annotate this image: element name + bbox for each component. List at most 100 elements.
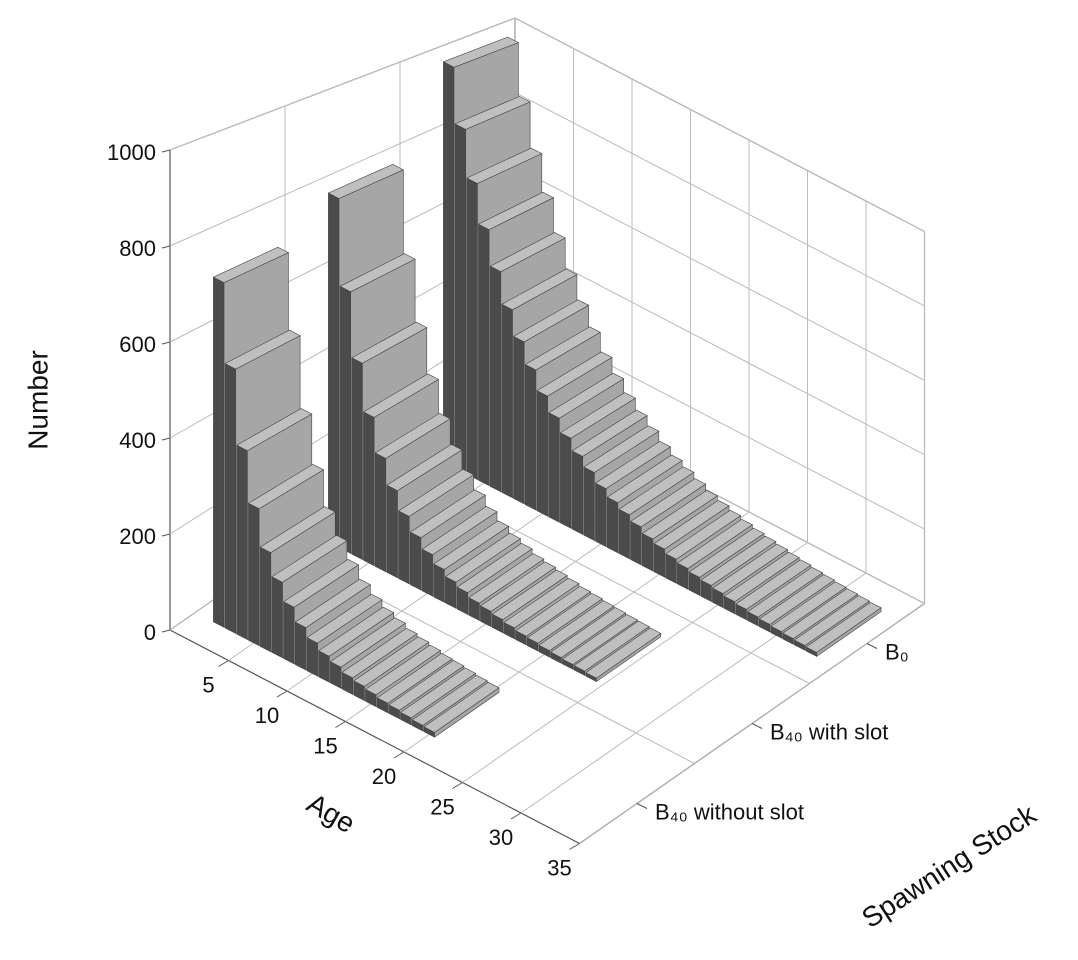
x-tick-label: 15 [313,733,337,758]
series-label: B₀ [885,639,909,664]
bar-side [606,496,619,554]
bar-top [735,559,812,610]
bar-top [341,627,418,679]
x-tick-label: 10 [255,703,279,728]
bar-top [386,444,463,491]
bar-top [477,191,555,230]
bar-side [489,265,502,493]
bar-side [478,223,490,487]
bar-top [538,600,615,651]
bar-top [594,440,672,489]
bar-top [583,425,660,473]
y-tick-label: 0 [144,620,156,645]
tick-mark [276,690,288,698]
bar-side [536,390,548,517]
bar-side [513,335,525,505]
x-tick-label: 25 [430,794,454,819]
y-tick-label: 600 [119,332,156,357]
bar-top [501,268,578,311]
bar-top [421,505,498,556]
bar-top [212,246,290,284]
bar-top [224,329,301,370]
x-tick-label: 30 [489,825,513,850]
bar-top [606,454,683,504]
series-label: B₄₀ with slot [770,719,888,744]
tick-mark [751,723,763,729]
y-tick-label: 1000 [107,140,156,165]
bar-side [421,548,433,597]
x-tick-label: 35 [547,855,571,880]
tick-mark [452,782,463,789]
bar-top [444,532,521,583]
bar [585,627,662,683]
y-tick-label: 800 [119,236,156,261]
bar-side [466,177,478,480]
bar-side [339,285,352,554]
bar-top [351,321,428,364]
bar-top [454,96,531,130]
bar-top [442,36,520,68]
x-tick-label: 20 [372,764,396,789]
bar-top [353,636,430,687]
tick-mark [569,843,580,850]
bar-top [526,592,603,644]
bar-top [423,681,500,733]
y-axis-title: Number [22,350,53,450]
bar-side [213,276,225,628]
bar-top [585,627,662,679]
bar-side [630,520,642,566]
bar-top [327,163,405,199]
bar-top [630,478,707,528]
bar-top [782,588,859,639]
bar-side [641,533,654,572]
bar-side [571,450,584,535]
bar-top [409,489,486,539]
bar-side [653,543,665,578]
z-axis-title: Spawning Stock [856,798,1042,934]
tick-mark [866,643,878,649]
bar-top [571,409,648,457]
bar-top [400,667,477,719]
bar-top [411,674,488,726]
bar-top [723,551,800,603]
bar-top [294,578,371,628]
bar-top [561,614,638,665]
bar-top [512,299,590,343]
bar-side [386,484,398,579]
bar-side [501,303,513,499]
bar-top [306,593,383,644]
tick-mark [218,660,229,667]
bar-side [328,192,340,548]
tick-mark [161,533,171,537]
bar-top [271,534,348,583]
bar-top [362,373,440,418]
bar-top [548,372,625,419]
bar [423,681,500,738]
bar-top [364,644,442,696]
series-label: B₄₀ without slot [655,799,804,824]
bar-top [456,543,533,593]
bar [805,602,882,657]
bar-side [306,637,318,677]
bar-side [374,452,387,573]
tick-mark [161,245,171,249]
bar-top [665,509,742,560]
bar-side [560,432,572,529]
bar-top [468,553,545,604]
bar-top [653,499,730,550]
axis-line [169,629,580,845]
bar-top [491,569,568,621]
bar-top [479,561,557,612]
bar-side [443,61,455,468]
bar-top [618,466,695,516]
bar-side [363,411,375,567]
bar-top [758,574,835,625]
bar-top [339,253,416,293]
bar-side [271,576,283,659]
tick-mark [510,812,522,820]
bar-side [236,444,248,640]
tick-mark [161,149,171,153]
bar-top [398,468,475,517]
x-tick-label: 5 [202,672,214,697]
